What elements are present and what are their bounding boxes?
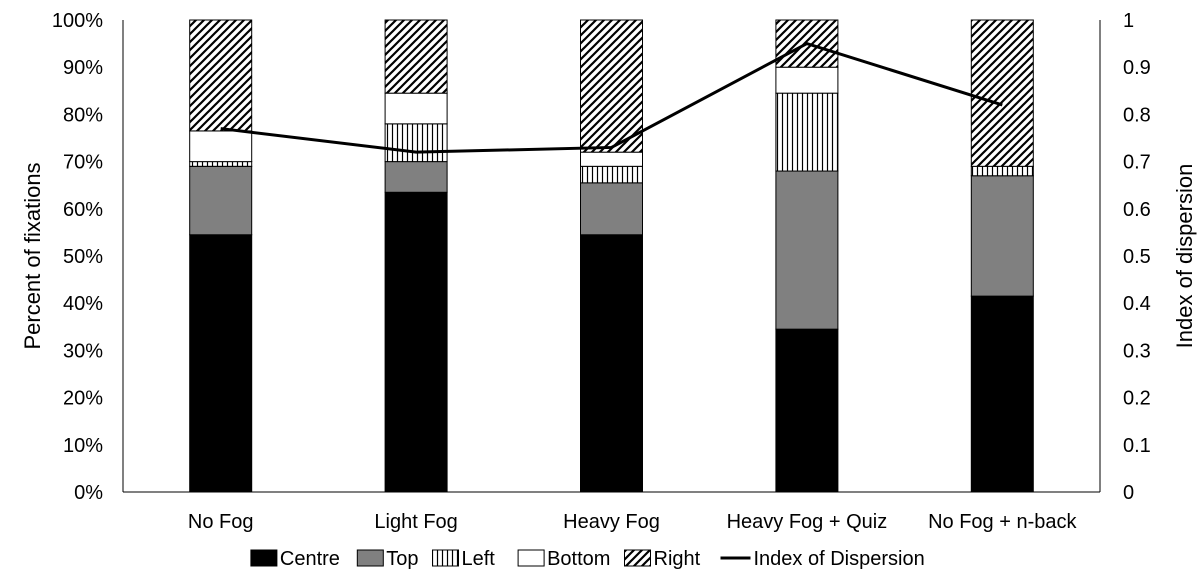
legend: Centre Top Left Bottom Right Index of Dispers… xyxy=(250,548,925,570)
legend-swatch xyxy=(517,549,545,567)
bar-heavy-fog-bottom xyxy=(580,151,643,167)
legend-swatch xyxy=(250,549,278,567)
axes-layer xyxy=(122,20,1101,493)
legend-label: Centre xyxy=(280,548,340,570)
ticks-layer: 0% 10% 20% 30% 40% 50% 60% 70% 80% 90% 100% 0 0.1 0.2… xyxy=(52,10,1151,533)
legend-item-centre: Centre xyxy=(250,548,340,570)
legend-item-top: Top xyxy=(356,548,419,570)
y2-tick-label: 0.4 xyxy=(1123,293,1151,315)
bar-light-fog-bottom xyxy=(384,92,448,125)
legend-label: Top xyxy=(386,548,418,570)
x-tick-label: Heavy Fog + Quiz xyxy=(727,511,888,533)
legend-label: Bottom xyxy=(547,548,610,570)
y2-tick-label: 0.3 xyxy=(1123,340,1151,362)
bar-light-fog-right xyxy=(384,19,448,94)
y-axis-title: Percent of fixations xyxy=(20,162,45,349)
bar-no-fog-n-back-top xyxy=(970,175,1034,297)
bar-heavy-fog-centre xyxy=(580,234,643,493)
bars-layer xyxy=(189,19,1034,493)
legend-swatch xyxy=(432,549,459,567)
x-tick-label: Heavy Fog xyxy=(563,511,660,533)
y2-axis-title: Index of dispersion xyxy=(1172,164,1197,349)
y-tick-label: 90% xyxy=(63,57,103,79)
y-tick-label: 20% xyxy=(63,388,103,410)
bar-heavy-fog-quiz-left xyxy=(775,92,839,172)
bar-no-fog-left xyxy=(189,161,253,167)
bar-no-fog-centre xyxy=(189,234,253,493)
y2-tick-label: 0.5 xyxy=(1123,246,1151,268)
bar-heavy-fog-right xyxy=(580,19,643,153)
y2-tick-label: 1 xyxy=(1123,10,1134,32)
legend-item-bottom: Bottom xyxy=(517,548,610,570)
bar-no-fog-top xyxy=(189,165,253,236)
bar-heavy-fog-left xyxy=(580,165,643,184)
legend-label: Left xyxy=(462,548,496,570)
y2-tick-label: 0.7 xyxy=(1123,152,1151,174)
dispersion-line-layer xyxy=(220,41,1003,154)
y-tick-label: 0% xyxy=(74,482,103,504)
y-tick-label: 30% xyxy=(63,340,103,362)
y2-tick-label: 0.2 xyxy=(1123,388,1151,410)
legend-item-left: Left xyxy=(432,548,496,570)
y-tick-label: 40% xyxy=(63,293,103,315)
legend-label: Right xyxy=(654,548,701,570)
x-tick-label: No Fog xyxy=(188,511,254,533)
bar-light-fog-left xyxy=(384,123,448,163)
y2-tick-label: 0.8 xyxy=(1123,104,1151,126)
y2-tick-label: 0.6 xyxy=(1123,199,1151,221)
y-tick-label: 10% xyxy=(63,435,103,457)
y-tick-label: 60% xyxy=(63,199,103,221)
y-tick-label: 50% xyxy=(63,246,103,268)
bar-no-fog-n-back-left xyxy=(970,165,1034,177)
y-tick-label: 100% xyxy=(52,10,103,32)
y-tick-label: 80% xyxy=(63,104,103,126)
bar-light-fog-top xyxy=(384,161,448,193)
legend-swatch xyxy=(624,549,651,567)
x-tick-label: Light Fog xyxy=(374,511,457,533)
bar-no-fog-bottom xyxy=(189,130,253,163)
y2-tick-label: 0 xyxy=(1123,482,1134,504)
y-tick-label: 70% xyxy=(63,152,103,174)
bar-light-fog-centre xyxy=(384,191,448,493)
legend-swatch xyxy=(356,549,384,567)
bar-no-fog-right xyxy=(189,19,253,132)
bar-heavy-fog-quiz-top xyxy=(775,170,839,330)
bar-heavy-fog-quiz-centre xyxy=(775,328,839,493)
bar-heavy-fog-top xyxy=(580,182,643,236)
legend-item-right: Right xyxy=(624,548,701,570)
legend-item-index-of-dispersion: Index of Dispersion xyxy=(720,548,925,570)
y2-tick-label: 0.9 xyxy=(1123,57,1151,79)
y2-tick-label: 0.1 xyxy=(1123,435,1151,457)
x-tick-label: No Fog + n-back xyxy=(928,511,1077,533)
bar-no-fog-n-back-right xyxy=(970,19,1034,167)
legend-label: Index of Dispersion xyxy=(754,548,925,570)
index-of-dispersion-line xyxy=(220,41,1003,154)
bar-no-fog-n-back-centre xyxy=(970,295,1034,493)
bar-heavy-fog-quiz-bottom xyxy=(775,66,839,94)
